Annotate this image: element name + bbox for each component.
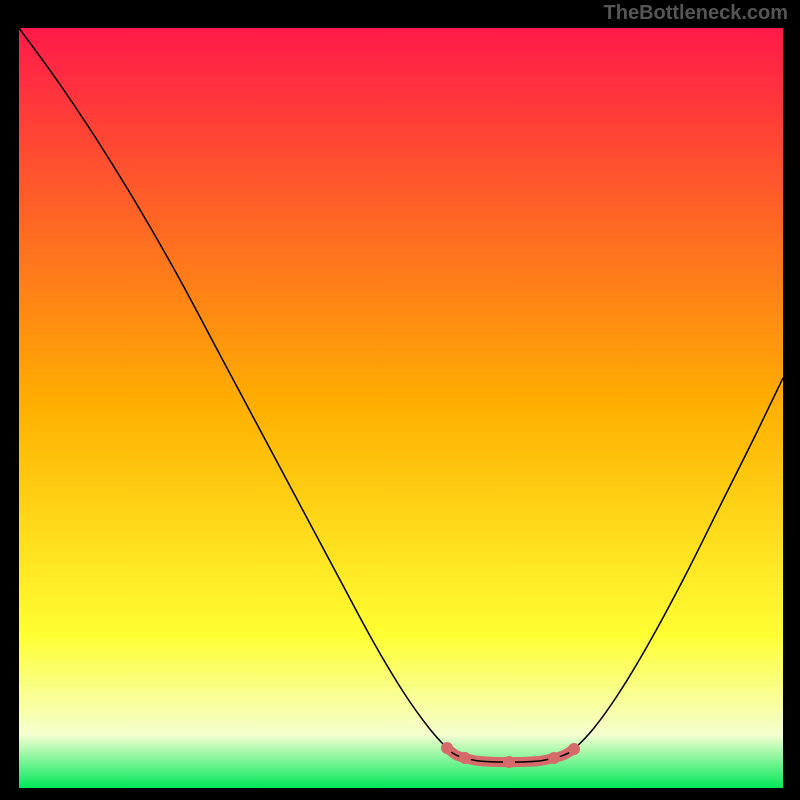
highlight-dot bbox=[548, 752, 560, 764]
watermark-text: TheBottleneck.com bbox=[604, 2, 788, 25]
chart-container: TheBottleneck.com bbox=[0, 0, 800, 800]
highlight-dot bbox=[459, 752, 471, 764]
plot-svg bbox=[0, 0, 800, 800]
main-curve bbox=[19, 28, 783, 762]
highlight-dot bbox=[503, 756, 515, 768]
highlight-dot bbox=[568, 743, 580, 755]
dots-group bbox=[441, 742, 580, 768]
highlight-dot bbox=[441, 742, 453, 754]
